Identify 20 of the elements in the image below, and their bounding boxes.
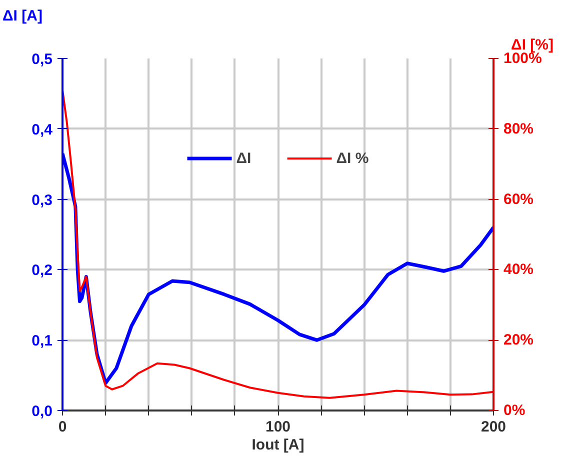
y-axis-title: ΔI [A] [2,8,42,24]
y2-tick-label: 0% [504,402,526,419]
y2-tick-label: 40% [504,261,534,278]
legend-label: ΔI % [336,150,369,166]
y2-axis-title: ΔI [%] [511,36,554,54]
y2-tick-label: 20% [504,332,534,349]
legend-label: ΔI [236,150,252,166]
y-tick-label: 0,4 [32,121,54,138]
y2-tick-label: 60% [504,190,534,208]
x-tick-label: 100 [265,418,291,436]
line-series [62,89,494,399]
y-tick-label: 0,2 [32,262,53,280]
y-tick-label: 0,0 [32,403,53,420]
y2-tick-label: 80% [504,120,534,138]
y-tick-label: 0,1 [32,332,53,350]
x-axis-title: Iout [A] [252,436,304,454]
y-tick-label: 0,3 [32,192,53,209]
x-tick-label: 200 [480,418,506,436]
x-tick-label: 0 [58,418,67,436]
y-tick-label: 0,5 [32,51,53,68]
